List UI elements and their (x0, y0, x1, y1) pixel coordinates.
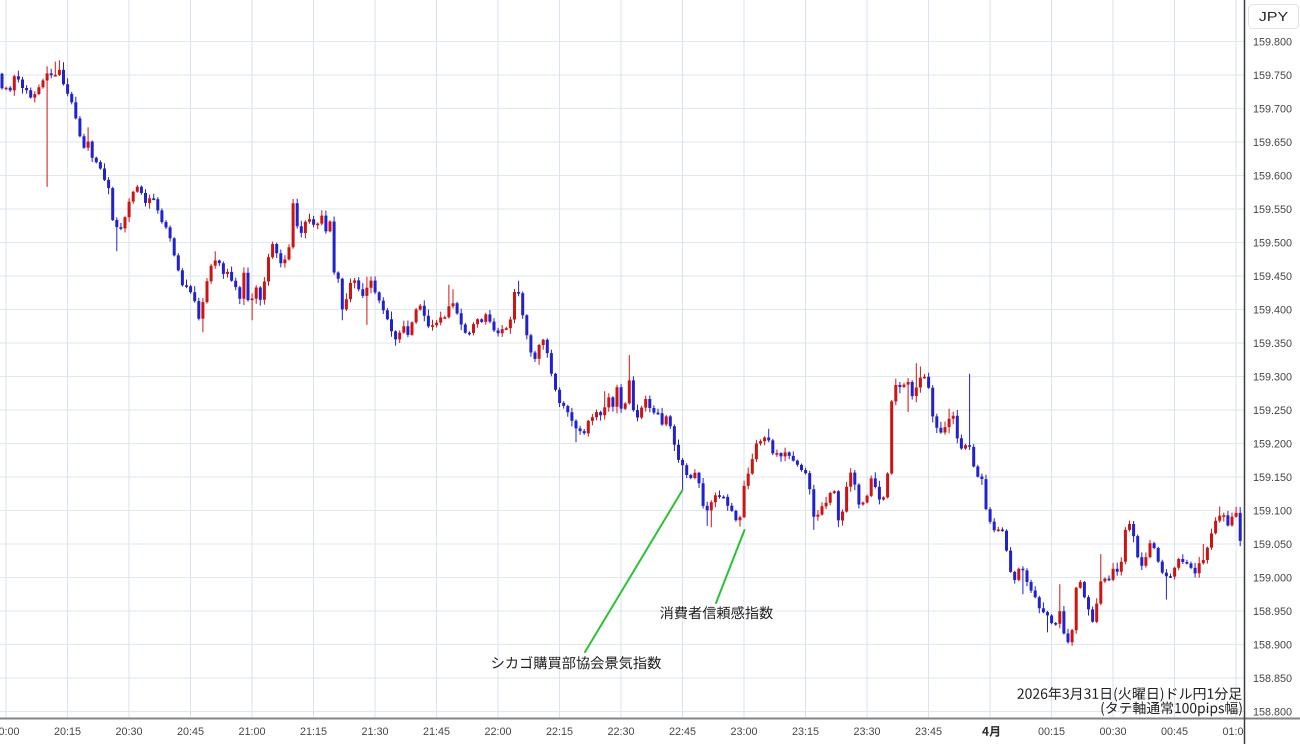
svg-text:159.050: 159.050 (1253, 539, 1292, 551)
svg-text:158.800: 158.800 (1253, 707, 1292, 719)
svg-text:23:15: 23:15 (792, 726, 819, 738)
svg-text:00:45: 00:45 (1161, 726, 1188, 738)
svg-text:159.000: 159.000 (1253, 573, 1292, 585)
svg-text:20:00: 20:00 (0, 726, 20, 738)
svg-text:159.300: 159.300 (1253, 372, 1292, 384)
svg-text:158.950: 158.950 (1253, 606, 1292, 618)
svg-text:23:30: 23:30 (853, 726, 880, 738)
svg-text:20:45: 20:45 (177, 726, 204, 738)
svg-text:158.850: 158.850 (1253, 673, 1292, 685)
svg-text:22:45: 22:45 (669, 726, 696, 738)
svg-text:159.700: 159.700 (1253, 104, 1292, 116)
svg-text:159.150: 159.150 (1253, 472, 1292, 484)
svg-text:159.400: 159.400 (1253, 305, 1292, 317)
svg-text:JPY: JPY (1259, 9, 1289, 24)
svg-text:01:00: 01:00 (1222, 726, 1249, 738)
svg-text:159.750: 159.750 (1253, 70, 1292, 82)
svg-text:159.450: 159.450 (1253, 271, 1292, 283)
svg-text:158.900: 158.900 (1253, 640, 1292, 652)
svg-text:159.600: 159.600 (1253, 171, 1292, 183)
svg-text:159.200: 159.200 (1253, 439, 1292, 451)
svg-text:00:30: 00:30 (1099, 726, 1126, 738)
svg-text:20:15: 20:15 (54, 726, 81, 738)
svg-text:22:00: 22:00 (484, 726, 511, 738)
svg-text:159.500: 159.500 (1253, 238, 1292, 250)
svg-text:23:00: 23:00 (730, 726, 757, 738)
svg-text:23:45: 23:45 (915, 726, 942, 738)
svg-text:21:45: 21:45 (423, 726, 450, 738)
svg-text:22:30: 22:30 (607, 726, 634, 738)
svg-text:159.250: 159.250 (1253, 405, 1292, 417)
svg-text:159.100: 159.100 (1253, 506, 1292, 518)
svg-text:159.800: 159.800 (1253, 37, 1292, 49)
svg-text:159.650: 159.650 (1253, 137, 1292, 149)
svg-text:21:15: 21:15 (300, 726, 327, 738)
svg-text:21:30: 21:30 (361, 726, 388, 738)
svg-text:00:15: 00:15 (1038, 726, 1065, 738)
svg-text:159.350: 159.350 (1253, 338, 1292, 350)
svg-text:21:00: 21:00 (238, 726, 265, 738)
svg-text:159.550: 159.550 (1253, 204, 1292, 216)
svg-text:22:15: 22:15 (546, 726, 573, 738)
svg-text:20:30: 20:30 (115, 726, 142, 738)
